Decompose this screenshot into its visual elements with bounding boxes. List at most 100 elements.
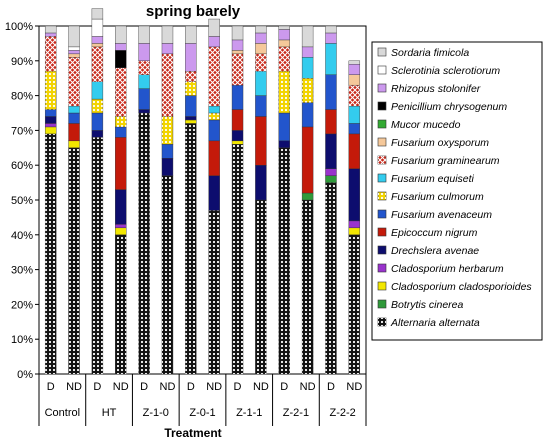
- bar-segment: [115, 137, 127, 190]
- bar-segment-pattern: [138, 60, 150, 75]
- bar-segment: [301, 126, 314, 194]
- bar-segment: [231, 130, 244, 142]
- bar-segment: [91, 130, 104, 138]
- group-label: Z-0-1: [189, 407, 215, 419]
- x-tick-label: ND: [66, 381, 82, 393]
- bar-segment: [68, 50, 80, 55]
- legend-swatch: [377, 245, 387, 255]
- bar-segment: [255, 164, 267, 201]
- group-label: Control: [45, 407, 80, 419]
- bar-segment: [208, 36, 220, 48]
- bar-segment: [115, 25, 127, 44]
- bar-segment: [278, 25, 290, 30]
- bar-segment: [348, 105, 361, 124]
- bar-segment-pattern: [255, 200, 267, 374]
- bar-segment: [348, 64, 361, 75]
- bar-segment-pattern: [68, 147, 80, 374]
- legend-label: Fusarium oxysporum: [391, 137, 489, 149]
- bar-segment: [161, 158, 174, 176]
- bar-segment-pattern: [185, 123, 197, 374]
- bar-segment: [208, 140, 220, 176]
- bar-segment-pattern: [91, 99, 103, 113]
- legend-label: Mucor mucedo: [391, 119, 461, 131]
- legend: Sordaria fimicola Sclerotinia sclerotioru…: [371, 41, 543, 341]
- legend-label: Epicoccum nigrum: [391, 227, 478, 239]
- y-tick-label: 70%: [11, 125, 33, 137]
- y-tick-label: 10%: [11, 334, 33, 346]
- bar-segment: [68, 46, 80, 51]
- x-tick-label: D: [47, 381, 55, 393]
- bar-segment-pattern: [45, 36, 57, 72]
- legend-swatch-pattern: [378, 192, 386, 200]
- legend-swatch-pattern: [378, 318, 386, 326]
- bar-segment: [115, 50, 127, 68]
- y-tick-label: 80%: [11, 91, 33, 103]
- bar-segment: [161, 25, 174, 44]
- bar-segment-pattern: [91, 46, 103, 82]
- legend-swatch: [377, 65, 387, 75]
- bar-segment: [325, 74, 337, 110]
- x-tick-label: ND: [253, 381, 269, 393]
- bar-segment: [185, 25, 197, 44]
- x-tick-label: D: [280, 381, 288, 393]
- x-tick-label: D: [140, 381, 148, 393]
- legend-frame: [371, 41, 543, 341]
- y-tick-label: 0%: [17, 369, 33, 381]
- chart-title: spring barely: [146, 3, 241, 20]
- bar-segment: [348, 168, 361, 222]
- group-label: Z-2-1: [283, 407, 309, 419]
- bar-segment: [325, 168, 337, 176]
- bar-segment: [208, 175, 220, 211]
- bar-segment-pattern: [68, 57, 80, 107]
- bar-segment-pattern: [278, 147, 290, 374]
- bar-segment-pattern: [115, 67, 127, 117]
- bar-segment: [44, 32, 57, 37]
- bar-segment: [68, 123, 80, 142]
- legend-label: Fusarium avenaceum: [391, 209, 492, 221]
- bar-segment-pattern: [325, 182, 337, 374]
- bar-segment: [68, 105, 80, 114]
- bar-segment: [185, 43, 197, 72]
- bar-segment: [161, 43, 174, 55]
- bar-segment: [161, 144, 174, 159]
- bar-segment: [115, 126, 127, 138]
- legend-swatch: [377, 137, 387, 147]
- bar-segment: [231, 140, 244, 145]
- bar-segment-pattern: [115, 116, 127, 127]
- legend-label: Sclerotinia sclerotiorum: [391, 65, 500, 77]
- bar-segment: [255, 95, 267, 117]
- bar-segment: [301, 25, 314, 48]
- group-label: Z-1-1: [236, 407, 262, 419]
- bar-segment: [115, 227, 127, 235]
- bar-segment-pattern: [232, 53, 244, 86]
- legend-swatch-pattern: [378, 156, 386, 164]
- bar-segment: [138, 88, 150, 110]
- bar-segment: [325, 32, 337, 44]
- y-tick-label: 40%: [11, 230, 33, 242]
- legend-label: Drechslera avenae: [391, 245, 479, 257]
- bar-segment: [301, 192, 314, 201]
- bar-segment-pattern: [161, 175, 173, 374]
- bar-segment: [138, 74, 150, 89]
- legend-label: Fusarium equiseti: [391, 173, 475, 185]
- bar-segment: [68, 140, 80, 148]
- bar-segment: [91, 8, 104, 20]
- legend-label: Sordaria fimicola: [391, 47, 469, 59]
- bar-segment: [301, 102, 314, 128]
- bar-segment: [231, 84, 244, 110]
- bar-segment: [91, 43, 104, 48]
- bar-segment-pattern: [91, 137, 103, 374]
- y-tick-label: 30%: [11, 265, 33, 277]
- bar-segment: [278, 140, 290, 148]
- x-axis-title: Treatment: [164, 426, 221, 440]
- y-tick-label: 50%: [11, 195, 33, 207]
- x-tick-label: D: [93, 381, 101, 393]
- bar-segment: [138, 109, 150, 114]
- legend-swatch: [377, 119, 387, 129]
- bar-segment-pattern: [302, 200, 314, 374]
- legend-label: Cladosporium herbarum: [391, 263, 504, 275]
- legend-label: Alternaria alternata: [390, 317, 480, 329]
- bar-segment: [278, 39, 290, 48]
- y-tick-label: 90%: [11, 56, 33, 68]
- bar-segment: [115, 43, 127, 51]
